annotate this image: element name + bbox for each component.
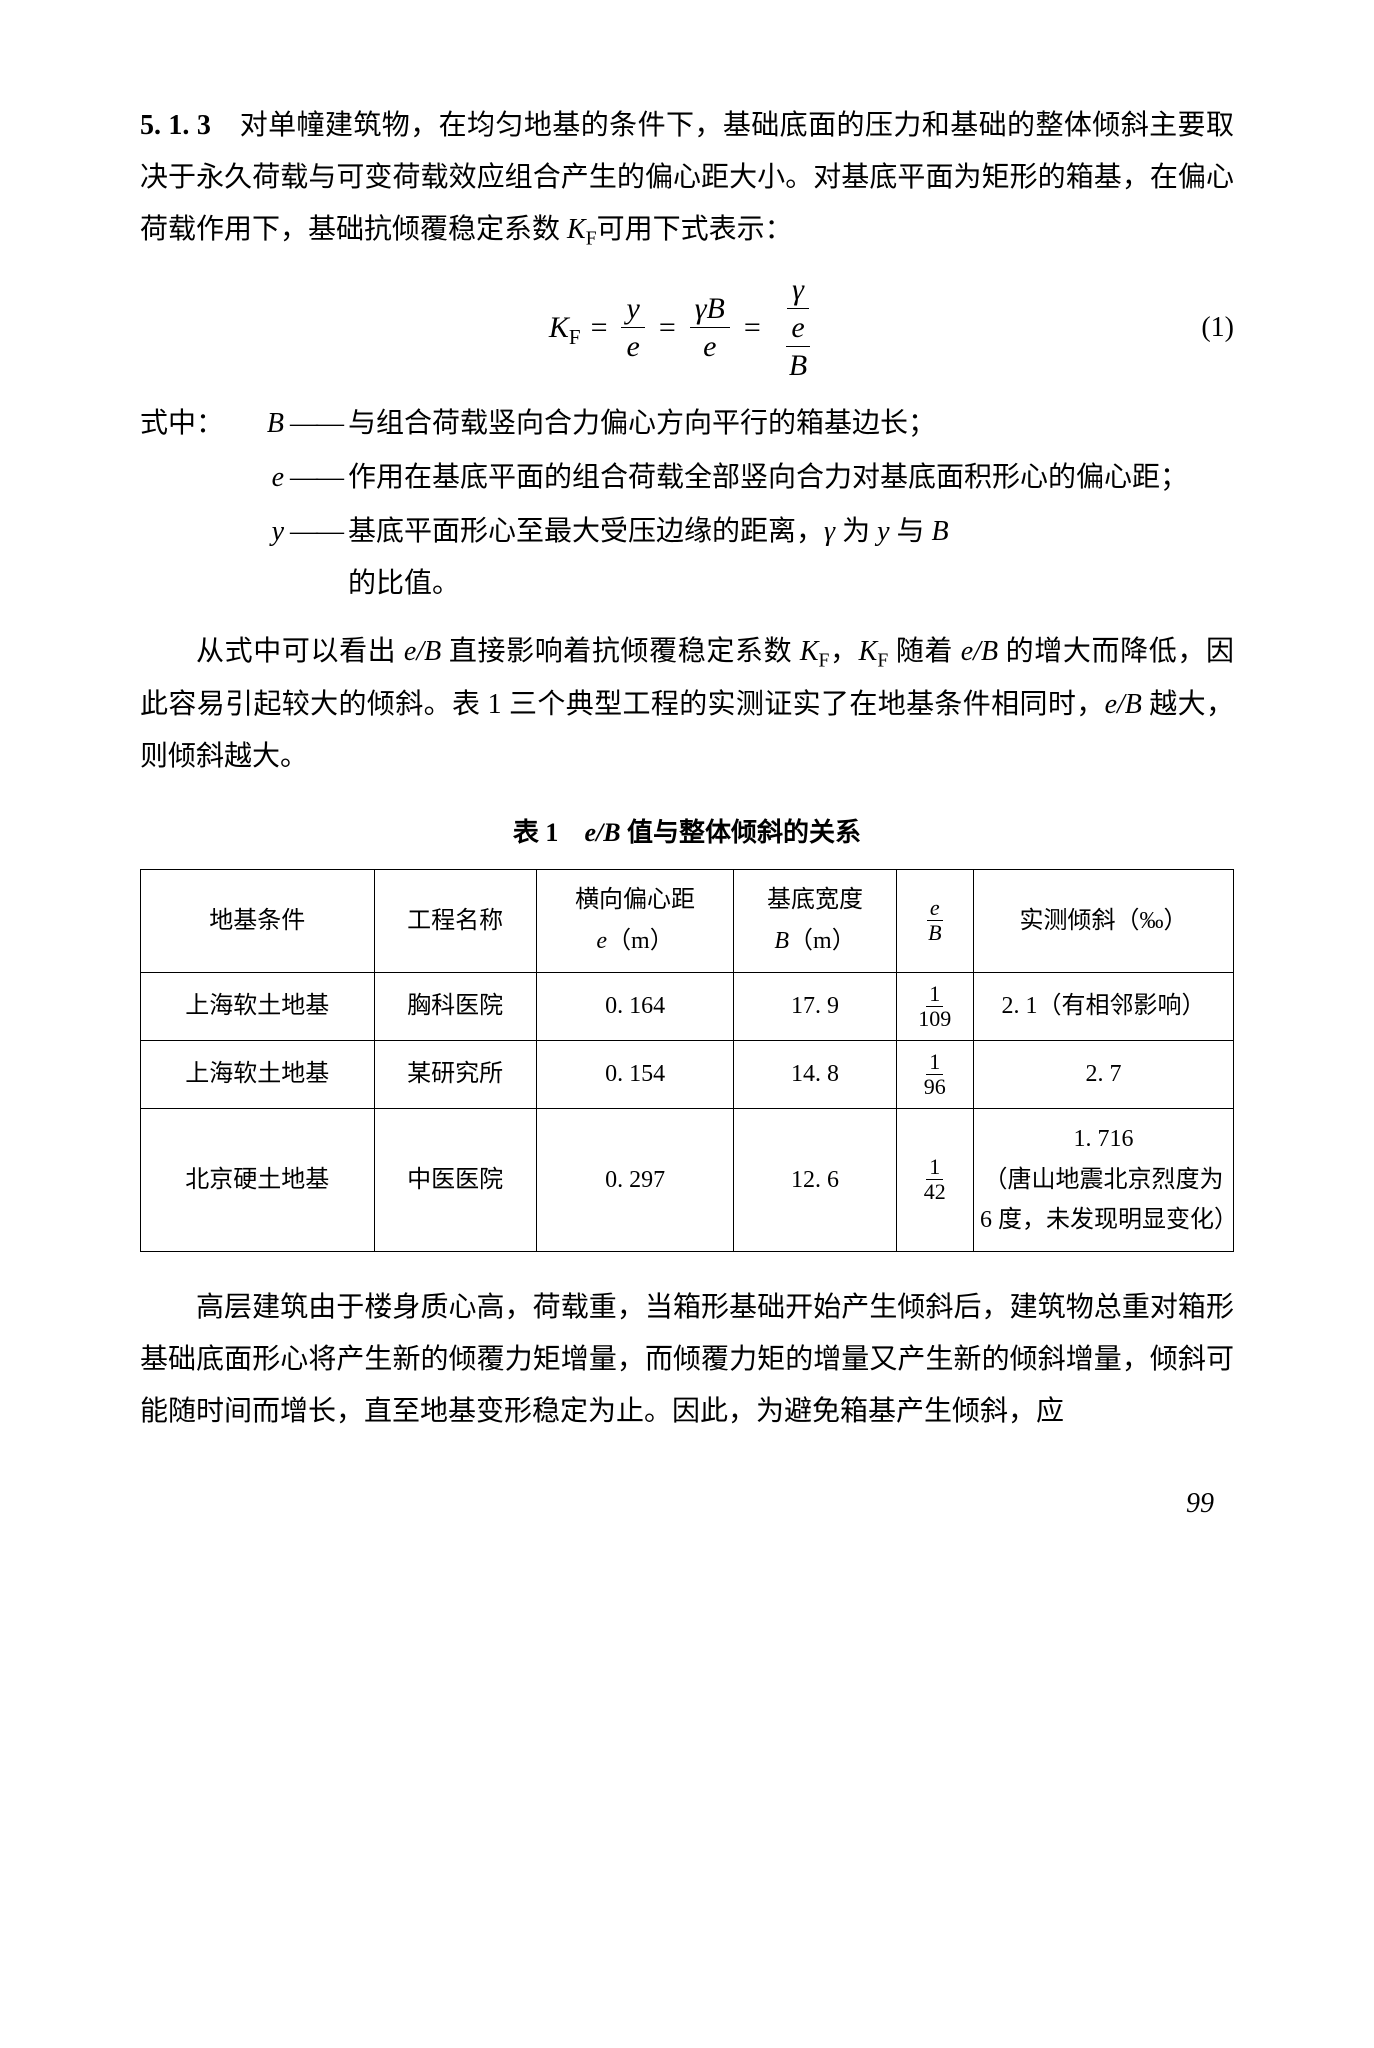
table-header-row: 地基条件 工程名称 横向偏心距 e（m） 基底宽度 B（m） e B 实测倾斜（… bbox=[141, 870, 1234, 973]
table-caption: 表 1 e/B 值与整体倾斜的关系 bbox=[140, 809, 1234, 857]
table-1: 地基条件 工程名称 横向偏心距 e（m） 基底宽度 B（m） e B 实测倾斜（… bbox=[140, 869, 1234, 1252]
th-ratio: e B bbox=[896, 870, 973, 973]
th-measured-tilt: 实测倾斜（‰） bbox=[974, 870, 1234, 973]
table-row: 上海软土地基 某研究所 0. 154 14. 8 1 96 2. 7 bbox=[141, 1040, 1234, 1108]
where-3: 式中： y —— 基底平面形心至最大受压边缘的距离，γ 为 y 与 B 的比值。 bbox=[140, 506, 1234, 610]
section-number: 5. 1. 3 bbox=[140, 110, 211, 141]
para-2: 从式中可以看出 e/B 直接影响着抗倾覆稳定系数 KF，KF 随着 e/B 的增… bbox=[140, 626, 1234, 783]
where-2: 式中： e —— 作用在基底平面的组合荷载全部竖向合力对基底面积形心的偏心距； bbox=[140, 452, 1234, 504]
equation-number: (1) bbox=[1201, 302, 1234, 354]
th-eccentricity: 横向偏心距 e（m） bbox=[536, 870, 734, 973]
equation-content: KF = y e = γB e = γ e B bbox=[549, 273, 825, 382]
th-base-width: 基底宽度 B（m） bbox=[734, 870, 896, 973]
page-number: 99 bbox=[140, 1478, 1234, 1530]
table-row: 北京硬土地基 中医医院 0. 297 12. 6 1 42 1. 716 （唐山… bbox=[141, 1108, 1234, 1251]
para1-K: KF bbox=[567, 214, 597, 245]
para-3: 高层建筑由于楼身质心高，荷载重，当箱形基础开始产生倾斜后，建筑物总重对箱形基础底… bbox=[140, 1282, 1234, 1437]
where-1: 式中： B —— 与组合荷载竖向合力偏心方向平行的箱基边长； bbox=[140, 398, 1234, 450]
para-1: 5. 1. 3 对单幢建筑物，在均匀地基的条件下，基础底面的压力和基础的整体倾斜… bbox=[140, 100, 1234, 257]
th-foundation-condition: 地基条件 bbox=[141, 870, 375, 973]
where-definitions: 式中： B —— 与组合荷载竖向合力偏心方向平行的箱基边长； 式中： e —— … bbox=[140, 398, 1234, 609]
equation-1: KF = y e = γB e = γ e B (1) bbox=[140, 273, 1234, 382]
th-project-name: 工程名称 bbox=[374, 870, 536, 973]
table-row: 上海软土地基 胸科医院 0. 164 17. 9 1 109 2. 1（有相邻影… bbox=[141, 972, 1234, 1040]
para1-after: 可用下式表示： bbox=[597, 214, 793, 245]
